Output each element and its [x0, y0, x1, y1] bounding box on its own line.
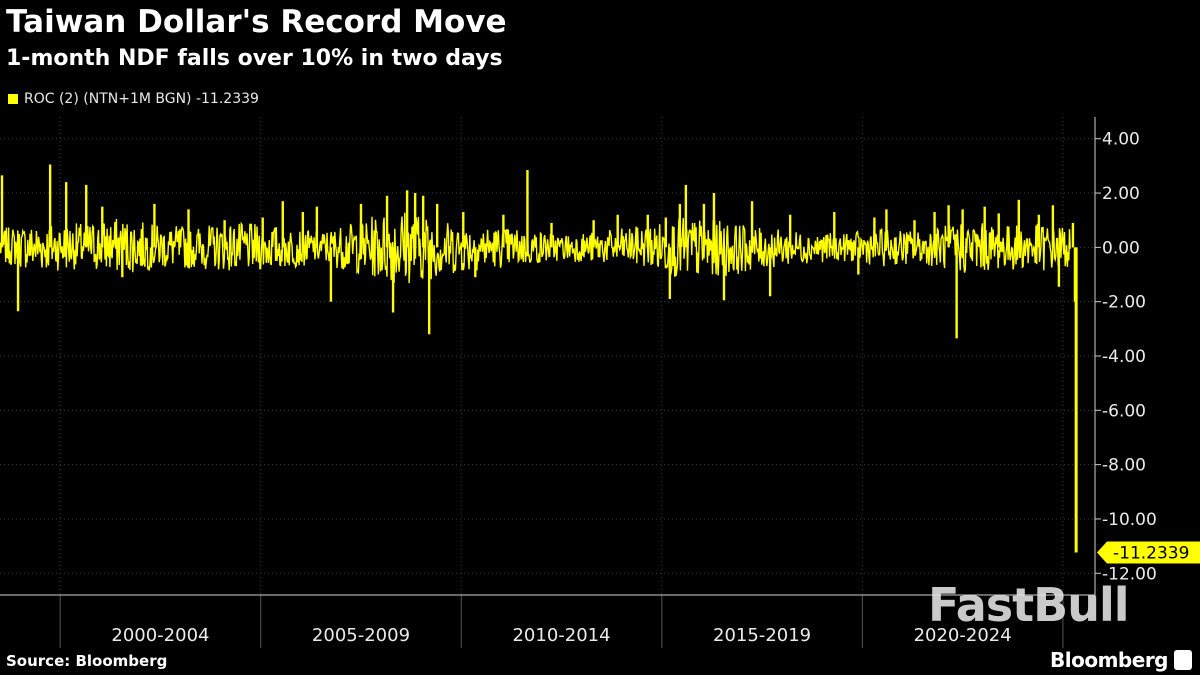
- y-tick-label: 0.00: [1102, 238, 1140, 258]
- legend-label: ROC (2) (NTN+1M BGN) -11.2339: [24, 91, 259, 107]
- y-tick-label: -12.00: [1102, 564, 1157, 584]
- x-tick-label: 2005-2009: [312, 625, 410, 646]
- last-value-tag: [1097, 541, 1200, 564]
- x-tick-label: 2020-2024: [914, 625, 1012, 646]
- y-tick-label: -8.00: [1102, 456, 1146, 476]
- y-tick-label: 4.00: [1102, 130, 1140, 150]
- y-tick-label: -6.00: [1102, 401, 1146, 421]
- x-tick-label: 2010-2014: [512, 625, 610, 646]
- last-value-label: -11.2339: [1113, 543, 1189, 563]
- chart-title: Taiwan Dollar's Record Move: [6, 4, 507, 40]
- x-tick-label: 2000-2004: [111, 625, 209, 646]
- legend: ROC (2) (NTN+1M BGN) -11.2339: [8, 91, 259, 107]
- source-note: Source: Bloomberg: [6, 652, 168, 670]
- series-line: [0, 212, 1071, 284]
- legend-swatch: [8, 94, 18, 104]
- y-tick-label: -2.00: [1102, 293, 1146, 313]
- y-tick-label: -4.00: [1102, 347, 1146, 367]
- fastbull-watermark: FastBull: [928, 578, 1129, 632]
- y-tick-label: 2.00: [1102, 184, 1140, 204]
- bloomberg-logo-icon: [1174, 650, 1192, 670]
- x-tick-label: 2015-2019: [713, 625, 811, 646]
- y-tick-label: -10.00: [1102, 510, 1157, 530]
- chart-subtitle: 1-month NDF falls over 10% in two days: [6, 46, 503, 71]
- bloomberg-brand: Bloomberg: [1050, 648, 1168, 672]
